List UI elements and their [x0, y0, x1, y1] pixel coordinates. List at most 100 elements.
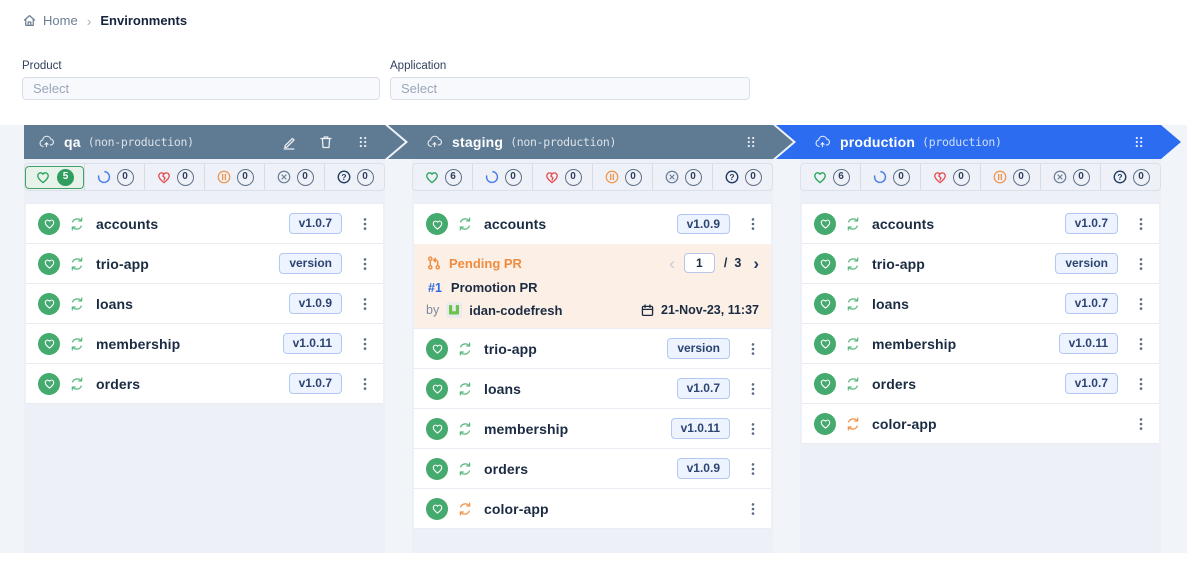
status-filter-progressing[interactable]: 0 — [85, 164, 145, 190]
drag-handle[interactable] — [1131, 134, 1147, 150]
pr-by-label: by — [426, 303, 440, 317]
pr-number-link[interactable]: #1 — [428, 280, 442, 295]
app-name: orders — [96, 375, 141, 392]
status-filter-progressing[interactable]: 0 — [861, 164, 921, 190]
app-name: accounts — [872, 215, 935, 232]
terminated-count: 0 — [684, 168, 702, 186]
app-name: loans — [484, 380, 522, 397]
app-menu-button[interactable] — [1133, 336, 1149, 352]
version-badge[interactable]: v1.0.11 — [670, 418, 730, 439]
drag-handle[interactable] — [743, 134, 759, 150]
env-header-qa[interactable]: qa (non-production) — [24, 125, 405, 159]
healthy-status-icon — [426, 457, 448, 480]
terminated-x-icon — [1052, 169, 1068, 185]
app-menu-button[interactable] — [1133, 296, 1149, 312]
app-row-orders[interactable]: orders v1.0.7 — [802, 364, 1159, 404]
version-badge[interactable]: version — [667, 338, 730, 359]
app-row-loans[interactable]: loans v1.0.7 — [802, 284, 1159, 324]
app-row-orders[interactable]: orders v1.0.7 — [26, 364, 383, 404]
app-row-membership[interactable]: membership v1.0.11 — [802, 324, 1159, 364]
app-menu-button[interactable] — [1133, 416, 1149, 432]
app-menu-button[interactable] — [357, 296, 373, 312]
app-row-loans[interactable]: loans v1.0.7 — [414, 369, 771, 409]
version-badge[interactable]: v1.0.7 — [288, 373, 342, 394]
environments-board: qa (non-production) 5 0 — [0, 125, 1187, 553]
app-name: trio-app — [484, 340, 537, 357]
status-filter-unknown[interactable]: 0 — [325, 164, 384, 190]
app-menu-button[interactable] — [1133, 376, 1149, 392]
application-filter-select[interactable] — [390, 77, 750, 100]
app-row-orders[interactable]: orders v1.0.9 — [414, 449, 771, 489]
pr-prev-page-button[interactable]: ‹ — [669, 253, 675, 273]
status-filter-healthy[interactable]: 6 — [801, 164, 861, 190]
status-filter-suspended[interactable]: 0 — [205, 164, 265, 190]
status-filter-unknown[interactable]: 0 — [713, 164, 772, 190]
version-badge[interactable]: v1.0.7 — [676, 378, 730, 399]
env-header-staging[interactable]: staging (non-production) — [388, 125, 793, 159]
edit-environment-button[interactable] — [281, 134, 297, 150]
product-filter-select[interactable] — [22, 77, 380, 100]
app-menu-button[interactable] — [745, 216, 761, 232]
version-badge[interactable]: v1.0.9 — [676, 458, 730, 479]
status-filter-terminated[interactable]: 0 — [1041, 164, 1101, 190]
pr-author[interactable]: idan-codefresh — [469, 302, 563, 318]
app-row-trio-app[interactable]: trio-app version — [414, 329, 771, 369]
synced-icon — [69, 376, 85, 392]
app-menu-button[interactable] — [745, 461, 761, 477]
version-badge[interactable]: version — [279, 253, 342, 274]
status-filter-progressing[interactable]: 0 — [473, 164, 533, 190]
status-filter-terminated[interactable]: 0 — [653, 164, 713, 190]
unknown-question-icon — [336, 169, 352, 185]
app-row-accounts[interactable]: accounts v1.0.9 — [414, 204, 771, 244]
app-row-accounts[interactable]: accounts v1.0.7 — [802, 204, 1159, 244]
status-filter-healthy[interactable]: 6 — [413, 164, 473, 190]
app-menu-button[interactable] — [357, 376, 373, 392]
healthy-status-icon — [814, 292, 836, 315]
app-row-color-app[interactable]: color-app — [414, 489, 771, 529]
app-menu-button[interactable] — [1133, 256, 1149, 272]
version-badge[interactable]: version — [1055, 253, 1118, 274]
version-badge[interactable]: v1.0.7 — [288, 213, 342, 234]
kebab-icon — [1133, 296, 1149, 312]
app-row-trio-app[interactable]: trio-app version — [802, 244, 1159, 284]
app-row-membership[interactable]: membership v1.0.11 — [414, 409, 771, 449]
status-filter-healthy[interactable]: 5 — [25, 164, 85, 190]
pr-next-page-button[interactable]: › — [753, 253, 759, 273]
status-filter-terminated[interactable]: 0 — [265, 164, 325, 190]
app-row-accounts[interactable]: accounts v1.0.7 — [26, 204, 383, 244]
version-badge[interactable]: v1.0.9 — [288, 293, 342, 314]
app-row-membership[interactable]: membership v1.0.11 — [26, 324, 383, 364]
app-menu-button[interactable] — [357, 216, 373, 232]
healthy-status-icon — [38, 372, 60, 395]
app-menu-button[interactable] — [1133, 216, 1149, 232]
degraded-count: 0 — [176, 168, 194, 186]
status-filter-suspended[interactable]: 0 — [981, 164, 1041, 190]
version-badge[interactable]: v1.0.7 — [1064, 213, 1118, 234]
app-menu-button[interactable] — [745, 421, 761, 437]
app-menu-button[interactable] — [745, 341, 761, 357]
delete-environment-button[interactable] — [318, 134, 334, 150]
app-menu-button[interactable] — [357, 336, 373, 352]
status-filter-degraded[interactable]: 0 — [145, 164, 205, 190]
version-badge[interactable]: v1.0.7 — [1064, 373, 1118, 394]
drag-handle[interactable] — [355, 134, 371, 150]
app-row-color-app[interactable]: color-app — [802, 404, 1159, 444]
env-header-production[interactable]: production (production) — [776, 125, 1181, 159]
version-badge[interactable]: v1.0.7 — [1064, 293, 1118, 314]
status-filter-suspended[interactable]: 0 — [593, 164, 653, 190]
kebab-icon — [357, 256, 373, 272]
version-badge[interactable]: v1.0.11 — [1058, 333, 1118, 354]
app-menu-button[interactable] — [745, 381, 761, 397]
app-menu-button[interactable] — [357, 256, 373, 272]
status-filter-degraded[interactable]: 0 — [533, 164, 593, 190]
version-badge[interactable]: v1.0.9 — [676, 213, 730, 235]
status-filter-unknown[interactable]: 0 — [1101, 164, 1160, 190]
status-filter-degraded[interactable]: 0 — [921, 164, 981, 190]
product-filter-label: Product — [22, 60, 62, 72]
version-badge[interactable]: v1.0.11 — [282, 333, 342, 354]
app-row-loans[interactable]: loans v1.0.9 — [26, 284, 383, 324]
app-row-trio-app[interactable]: trio-app version — [26, 244, 383, 284]
pr-page-input[interactable]: 1 — [683, 253, 715, 273]
breadcrumb-home-link[interactable]: Home — [22, 13, 78, 28]
app-menu-button[interactable] — [745, 501, 761, 517]
